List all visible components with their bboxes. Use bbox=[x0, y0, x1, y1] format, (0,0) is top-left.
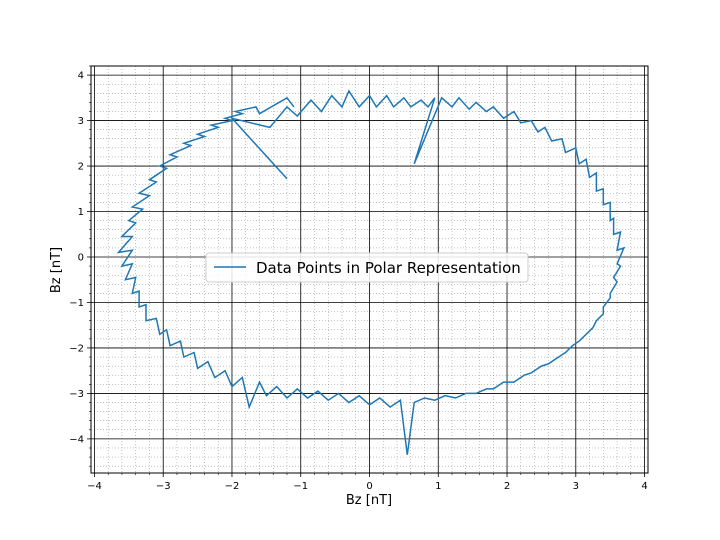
y-tick-label: 0 bbox=[78, 252, 84, 263]
x-tick-label: 4 bbox=[641, 481, 647, 492]
x-tick-label: 1 bbox=[435, 481, 441, 492]
x-tick-label: −1 bbox=[293, 481, 308, 492]
y-tick-label: 1 bbox=[78, 207, 84, 218]
x-tick-label: −3 bbox=[156, 481, 171, 492]
plot-area bbox=[116, 89, 626, 455]
y-tick-label: 3 bbox=[78, 116, 84, 127]
x-tick-label: 3 bbox=[573, 481, 579, 492]
plot-frame bbox=[90, 65, 649, 474]
y-tick-label: −1 bbox=[69, 298, 84, 309]
x-axis-label: Bz [nT] bbox=[346, 493, 392, 508]
x-tick-label: −2 bbox=[225, 481, 240, 492]
grid bbox=[91, 65, 648, 473]
x-tick-label: 2 bbox=[504, 481, 510, 492]
series-line bbox=[116, 89, 626, 455]
x-tick-label: 0 bbox=[366, 481, 372, 492]
x-tick-label: −4 bbox=[87, 481, 102, 492]
legend-box bbox=[205, 252, 529, 283]
legend-series-label: Data Points in Polar Representation bbox=[256, 259, 521, 277]
y-axis-label: Bz [nT] bbox=[49, 247, 64, 293]
y-tick-label: −3 bbox=[69, 389, 84, 400]
y-tick-label: 4 bbox=[78, 71, 84, 82]
y-tick-label: −4 bbox=[69, 434, 84, 445]
y-tick-label: −2 bbox=[69, 343, 84, 354]
y-tick-label: 2 bbox=[78, 162, 84, 173]
axes: −4 −3 −2 −1 0 1 2 3 4 −4 −3 −2 −1 0 1 2 3 4 bbox=[69, 65, 649, 492]
legend: Data Points in Polar Representation bbox=[205, 252, 529, 283]
